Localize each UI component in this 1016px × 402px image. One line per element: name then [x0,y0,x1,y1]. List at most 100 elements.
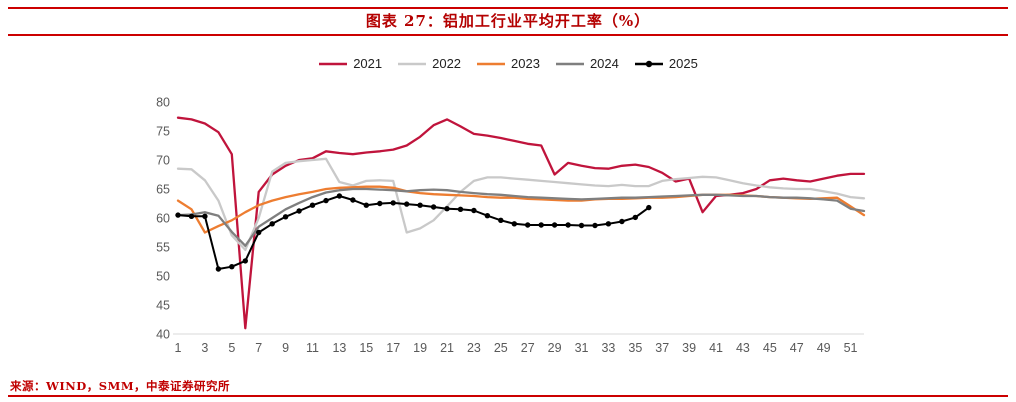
x-tick-label: 21 [440,341,454,355]
legend-swatch-2022 [398,62,427,65]
legend-item-2025: 2025 [634,56,698,71]
x-tick-label: 3 [201,341,208,355]
footer-rule [8,395,1008,397]
legend-label-2022: 2022 [432,56,462,71]
y-tick-label: 75 [156,125,170,139]
y-tick-label: 60 [156,212,170,226]
series-line-2025 [177,195,650,270]
x-tick-label: 5 [228,341,235,355]
legend-label-2023: 2023 [511,56,540,71]
series-marker-2025 [632,214,638,221]
legend-swatch-2024 [555,62,584,65]
chart: 40 45 50 55 60 65 70 75 80 1 3 5 7 9 11 13 15 17 19 21 23 25 2… [136,94,872,362]
series-marker-2025 [256,229,262,236]
legend-item-2024: 2024 [555,56,619,71]
series-marker-2025 [471,207,477,214]
series-marker-2025 [242,258,248,264]
series-marker-2025 [323,197,329,204]
header-bottom-rule [8,34,1008,36]
series-marker-2025 [444,206,450,212]
series-marker-2025 [430,204,437,210]
x-tick-label: 13 [332,341,346,355]
y-tick-label: 65 [156,183,170,197]
legend-item-2022: 2022 [397,56,461,71]
series-marker-2025 [578,222,585,229]
series-marker-2025 [350,197,356,203]
series-marker-2025 [215,266,222,272]
series-line-2023 [176,185,866,234]
series-marker-2025 [511,221,517,227]
y-tick-label: 55 [156,241,170,255]
header-top-rule [8,7,1008,9]
x-tick-label: 15 [359,341,373,355]
x-tick-label: 29 [548,341,562,355]
legend-swatch-2023 [477,62,506,65]
y-tick-label: 45 [156,299,170,313]
legend-item-2023: 2023 [476,56,540,71]
series-marker-2025 [457,206,464,212]
x-tick-label: 49 [817,341,831,355]
legend-label-2025: 2025 [668,56,698,71]
series-marker-2025 [175,212,181,218]
series-marker-2025 [202,213,208,219]
y-tick-label: 70 [156,154,170,168]
x-tick-label: 41 [709,341,723,355]
legend-label-2021: 2021 [353,56,383,71]
y-tick-label: 50 [156,270,170,284]
x-tick-label: 33 [601,341,615,355]
series-marker-2025 [309,202,316,208]
series-marker-2025 [363,202,369,208]
x-tick-label: 37 [655,341,669,355]
x-tick-label: 43 [736,341,750,355]
source-note: 来源：WIND，SMM，中泰证券研究所 [10,379,231,393]
series-marker-2025 [417,202,423,208]
series-marker-2025 [646,204,652,211]
series-marker-2025 [390,200,396,206]
x-tick-label: 51 [844,341,858,355]
x-tick-label: 17 [386,341,400,355]
series-marker-2025 [592,222,598,229]
series-marker-2025 [336,193,343,199]
series-marker-2025 [188,213,195,219]
x-tick-label: 1 [175,341,182,355]
y-tick-label: 40 [156,328,170,342]
series-marker-2025 [525,222,531,228]
chart-legend: 2021 2022 2023 2024 2025 [0,56,1016,71]
x-tick-label: 25 [494,341,508,355]
series-marker-2025 [538,222,544,228]
series-marker-2025 [565,222,571,228]
series-marker-2025 [269,221,275,227]
x-tick-label: 39 [682,341,696,355]
series-marker-2025 [619,218,625,225]
x-tick-label: 27 [521,341,535,355]
series-marker-2025 [377,200,383,207]
y-tick-label: 80 [156,96,170,110]
series-marker-2025 [605,221,612,227]
series-line-2022 [176,157,866,252]
x-tick-label: 23 [467,341,481,355]
x-tick-label: 7 [255,341,262,355]
x-tick-label: 35 [628,341,642,355]
x-tick-label: 9 [282,341,289,355]
chart-title: 图表 27：铝加工行业平均开工率（%） [365,12,651,30]
legend-swatch-2025 [634,60,663,67]
legend-item-2021: 2021 [318,56,382,71]
legend-swatch-2021 [319,62,348,65]
series-line-2024 [176,187,866,247]
series-marker-2025 [498,217,504,223]
x-tick-label: 45 [763,341,777,355]
x-tick-label: 19 [413,341,427,355]
x-tick-label: 31 [575,341,589,355]
series-marker-2025 [551,222,558,228]
x-tick-label: 11 [306,341,319,355]
series-line-2021 [176,116,866,330]
series-marker-2025 [484,213,491,219]
series-marker-2025 [229,264,235,270]
series-marker-2025 [282,214,289,220]
legend-label-2024: 2024 [589,56,619,71]
series-marker-2025 [404,201,410,207]
series-marker-2025 [296,208,302,214]
x-tick-label: 47 [790,341,804,355]
